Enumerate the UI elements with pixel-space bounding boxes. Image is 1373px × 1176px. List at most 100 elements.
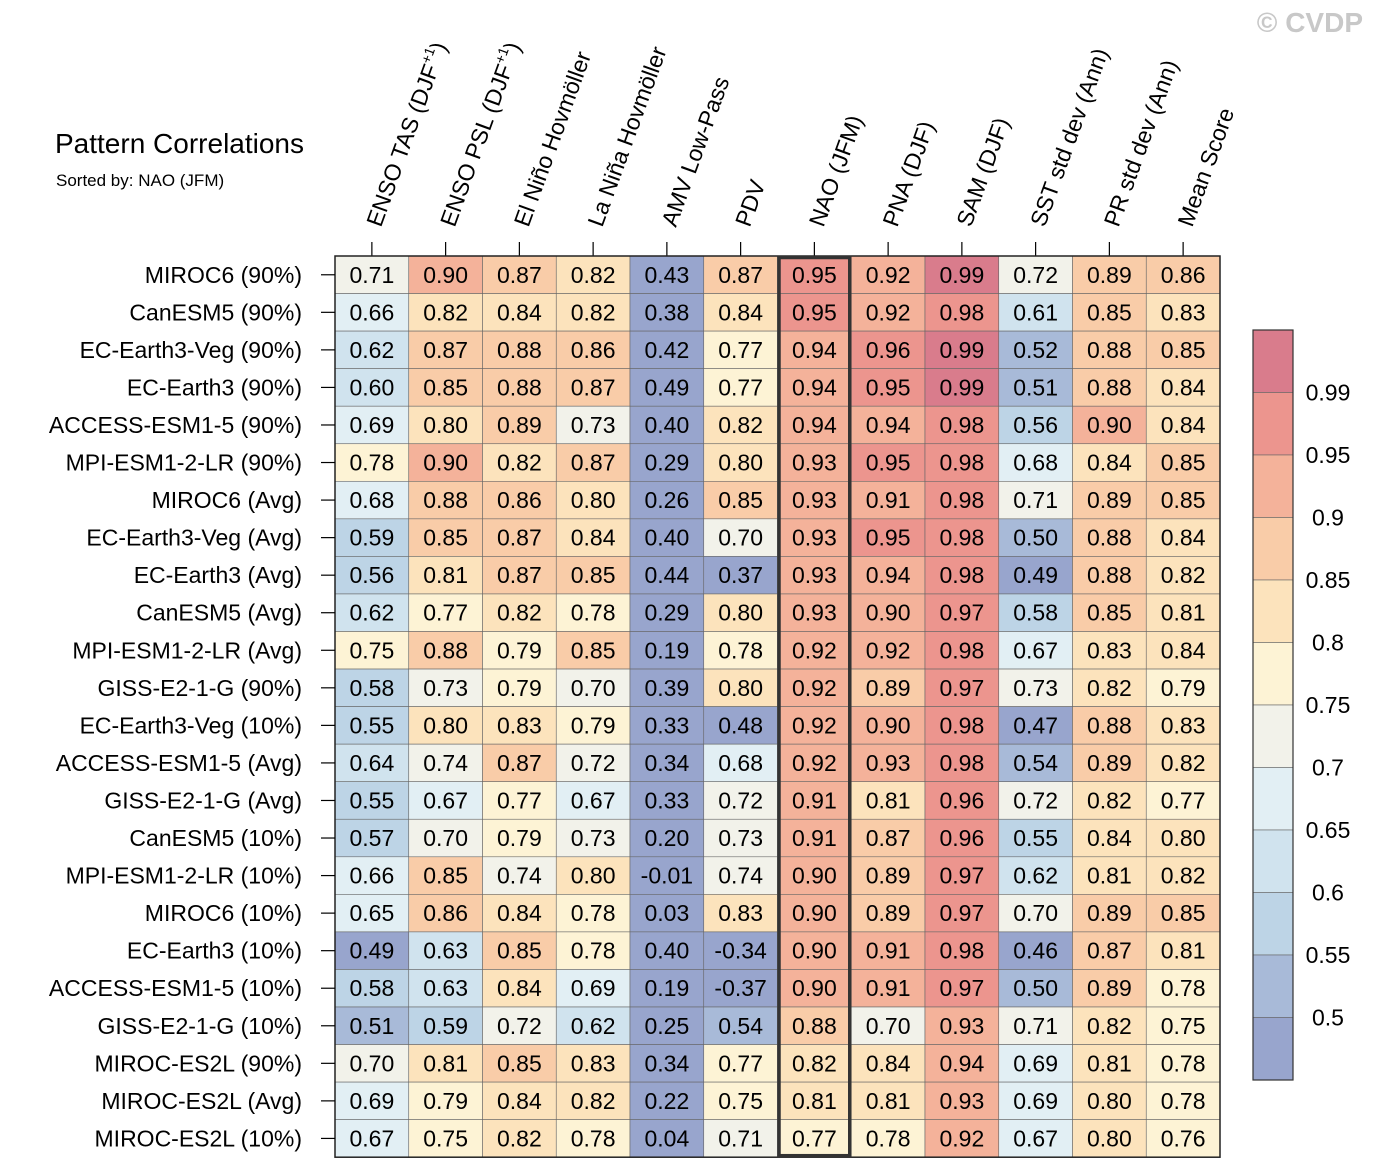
heatmap-cell xyxy=(703,368,778,407)
cell-value: 0.81 xyxy=(866,787,911,813)
heatmap-cell xyxy=(777,556,852,595)
heatmap-cell xyxy=(703,1119,778,1158)
cell-value: 0.03 xyxy=(644,900,689,926)
heatmap-cell xyxy=(482,1044,557,1083)
cell-value: 0.87 xyxy=(497,525,542,551)
heatmap-cell xyxy=(1145,706,1221,745)
heatmap-cell xyxy=(629,1006,705,1045)
heatmap-cell xyxy=(1072,818,1147,858)
heatmap-cell xyxy=(998,293,1073,332)
cell-value: 0.94 xyxy=(939,1050,984,1076)
heatmap-cell xyxy=(408,480,483,520)
heatmap-cell xyxy=(777,743,852,783)
cell-value: 0.83 xyxy=(718,900,763,926)
column-label-text: SST std dev (Ann) xyxy=(1025,45,1114,230)
cell-value: 0.90 xyxy=(866,712,911,738)
heatmap-cell xyxy=(1072,1006,1147,1045)
heatmap-cell xyxy=(482,1006,557,1045)
row-label-ec-earth3-veg-avg: EC-Earth3-Veg (Avg) xyxy=(86,525,302,551)
heatmap-cell xyxy=(924,856,1000,895)
cell-value: 0.54 xyxy=(718,1013,763,1039)
colorbar-segment xyxy=(1252,954,1294,1018)
cell-value: 0.70 xyxy=(718,525,763,551)
cell-value: 0.85 xyxy=(497,1050,542,1076)
heatmap-cell xyxy=(998,368,1073,407)
colorbar-label: 0.7 xyxy=(1312,755,1344,781)
colorbar-border xyxy=(1252,329,1294,1081)
heatmap-cell xyxy=(703,1006,778,1045)
cell-value: 0.19 xyxy=(644,637,689,663)
heatmap-cell xyxy=(408,330,483,369)
heatmap-cell xyxy=(703,668,778,707)
heatmap-cell xyxy=(777,443,852,482)
cell-value: 0.82 xyxy=(1161,750,1206,776)
cell-value: 0.94 xyxy=(792,374,837,400)
cell-value: 0.87 xyxy=(1087,938,1132,964)
row-label-miroc6-10: MIROC6 (10%) xyxy=(145,900,302,926)
cell-value: 0.68 xyxy=(349,487,394,513)
cell-value: 0.81 xyxy=(423,1050,468,1076)
heatmap-cell xyxy=(703,818,778,858)
heatmap-cell xyxy=(482,518,557,557)
heatmap-cell xyxy=(408,931,483,970)
cell-value: 0.63 xyxy=(423,938,468,964)
heatmap-cell xyxy=(924,1081,1000,1120)
cell-value: 0.78 xyxy=(571,938,616,964)
cell-value: 0.75 xyxy=(1161,1013,1206,1039)
cell-value: 0.39 xyxy=(644,675,689,701)
heatmap-cell xyxy=(555,894,631,933)
row-label-miroc6-avg: MIROC6 (Avg) xyxy=(152,487,302,513)
cell-value: 0.98 xyxy=(939,299,984,325)
cell-value: 0.82 xyxy=(792,1050,837,1076)
heatmap-cell xyxy=(482,706,557,745)
column-label-text: ENSO TAS (DJF xyxy=(361,61,444,230)
heatmap-cell xyxy=(555,1119,631,1158)
cell-value: 0.93 xyxy=(866,750,911,776)
cell-value: 0.82 xyxy=(1087,787,1132,813)
heatmap-cell xyxy=(1072,969,1147,1008)
cell-value: 0.80 xyxy=(718,600,763,626)
column-label-text: ENSO PSL (DJF xyxy=(435,61,518,230)
cell-value: 0.83 xyxy=(1161,299,1206,325)
cell-value: 0.81 xyxy=(792,1088,837,1114)
cell-value: 0.22 xyxy=(644,1088,689,1114)
cell-value: 0.62 xyxy=(571,1013,616,1039)
heatmap-cell xyxy=(334,1044,410,1083)
cell-value: 0.67 xyxy=(1013,637,1058,663)
heatmap-cell xyxy=(482,330,557,369)
heatmap-cell xyxy=(998,931,1073,970)
cell-value: 0.78 xyxy=(571,600,616,626)
cell-value: 0.90 xyxy=(792,863,837,889)
cell-value: 0.98 xyxy=(939,938,984,964)
colorbar-segment xyxy=(1252,392,1294,456)
cell-value: 0.98 xyxy=(939,525,984,551)
heatmap-cell xyxy=(924,818,1000,858)
cell-value: 0.29 xyxy=(644,600,689,626)
heatmap-cell xyxy=(1072,593,1147,632)
row-label-miroc-es2l-90: MIROC-ES2L (90%) xyxy=(95,1050,302,1076)
colorbar-label: 0.55 xyxy=(1306,942,1351,968)
cell-value: 0.71 xyxy=(718,1125,763,1151)
cell-value: -0.37 xyxy=(714,975,766,1001)
cell-value: 0.73 xyxy=(718,825,763,851)
heatmap-cell xyxy=(777,1006,852,1045)
heatmap-cell xyxy=(408,894,483,933)
cell-value: 0.26 xyxy=(644,487,689,513)
cell-value: 0.69 xyxy=(1013,1050,1058,1076)
colorbar-segment xyxy=(1252,829,1294,893)
colorbar-segment xyxy=(1252,1017,1294,1081)
cell-value: 0.73 xyxy=(571,825,616,851)
colorbar-label: 0.8 xyxy=(1312,630,1344,656)
cell-value: 0.71 xyxy=(1013,1013,1058,1039)
heatmap-cell xyxy=(1072,894,1147,933)
heatmap-cell xyxy=(334,593,410,632)
cell-value: 0.50 xyxy=(1013,525,1058,551)
cell-value: 0.91 xyxy=(866,938,911,964)
cell-value: 0.58 xyxy=(349,975,394,1001)
chart-subtitle: Sorted by: NAO (JFM) xyxy=(56,171,224,190)
cell-value: 0.90 xyxy=(1087,412,1132,438)
heatmap-cell xyxy=(1072,293,1147,332)
heatmap-cell xyxy=(850,894,926,933)
cell-value: 0.87 xyxy=(497,750,542,776)
cell-value: 0.88 xyxy=(423,637,468,663)
